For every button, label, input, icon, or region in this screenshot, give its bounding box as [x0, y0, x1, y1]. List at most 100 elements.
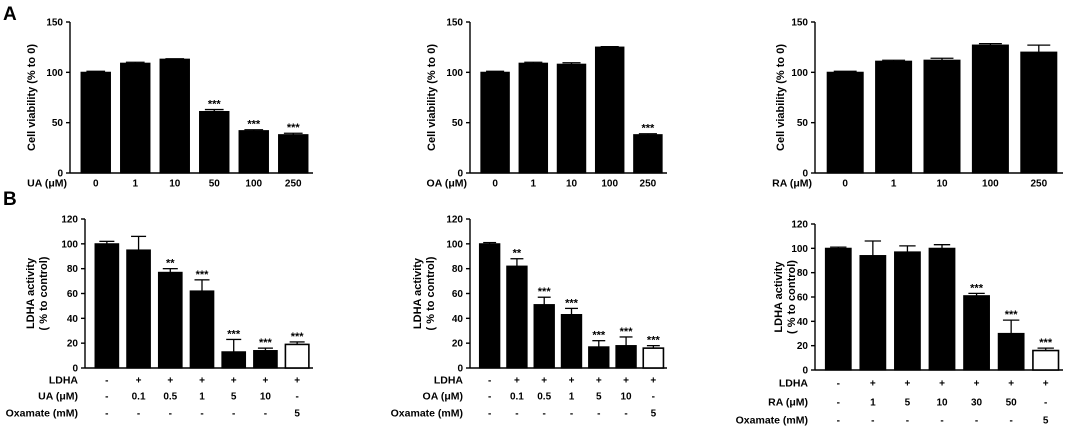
chart-2-xtick-label-0: 0: [842, 179, 848, 190]
chart-4-ytick-label-5: 100: [446, 239, 463, 250]
chart-5-row-0-cell-4: +: [974, 379, 980, 390]
chart-5-ytick-label-6: 120: [791, 220, 808, 231]
chart-3-row-2-cell-1: -: [137, 409, 140, 420]
chart-3-significance-3: ***: [196, 269, 210, 281]
chart-5-bar-1: [859, 255, 887, 371]
chart-2-xtick-label-1: 1: [891, 179, 897, 190]
chart-0-xtick-label-3: 50: [209, 179, 221, 190]
chart-3-ytick-label-1: 20: [67, 339, 79, 350]
chart-4-row-2-cell-2: -: [543, 409, 546, 420]
chart-3-row-1-cell-1: 0.1: [132, 392, 146, 403]
chart-4-row-0-cell-1: +: [514, 376, 520, 387]
chart-4-ytick-label-0: 0: [457, 364, 463, 375]
chart-5-row-1-cell-1: 1: [870, 398, 876, 409]
chart-1-significance-4: ***: [641, 123, 655, 135]
chart-0-ytick-label-3: 150: [46, 18, 63, 29]
chart-3-row-2-cell-5: -: [264, 409, 267, 420]
chart-4-row-0-label: LDHA: [434, 375, 464, 387]
chart-1-bar-0: [480, 71, 510, 174]
chart-5-row-0-cell-0: -: [837, 379, 840, 390]
chart-3-row-2-cell-0: -: [105, 409, 108, 420]
chart-5-ytick-label-3: 60: [797, 293, 809, 304]
chart-4-significance-4: ***: [592, 330, 606, 342]
chart-0-bar-2: [159, 58, 190, 174]
chart-5-row-2-cell-3: -: [940, 416, 943, 427]
chart-5-row-2-cell-4: -: [975, 416, 978, 427]
chart-5-bar-6: [1032, 349, 1060, 371]
chart-3-row-0-cell-3: +: [199, 376, 205, 387]
chart-1-ylabel-line-0: Cell viability (% to 0): [426, 44, 438, 151]
chart-1-xtick-label-3: 100: [601, 179, 618, 190]
chart-5-bar-4: [963, 295, 990, 371]
chart-5-row-2-cell-0: -: [837, 416, 840, 427]
chart-4-row-2-cell-0: -: [488, 409, 491, 420]
chart-0-bar-5: [278, 134, 309, 174]
chart-3-ytick-label-5: 100: [61, 239, 78, 250]
chart-0-xtick-label-4: 100: [245, 179, 262, 190]
chart-2-bar-0: [826, 71, 864, 174]
chart-0-bar-0: [80, 71, 111, 174]
chart-2-bar-4: [1020, 51, 1058, 174]
chart-1-xtick-label-0: 0: [492, 179, 498, 190]
chart-3-row-2-cell-3: -: [200, 409, 203, 420]
chart-2-ytick-label-3: 150: [791, 18, 808, 29]
panel-label-a: A: [3, 4, 17, 25]
chart-5-ytick-label-1: 20: [797, 341, 809, 352]
chart-3-row-2-label: Oxamate (mM): [6, 408, 78, 420]
chart-2-bar-3: [971, 44, 1009, 174]
chart-5-significance-5: ***: [1005, 309, 1019, 321]
chart-4-row-0-cell-6: +: [650, 376, 656, 387]
chart-3-bar-6: [284, 343, 310, 369]
chart-2-xtick-label-3: 100: [982, 179, 999, 190]
chart-5-row-1-cell-4: 30: [971, 398, 983, 409]
chart-4-ytick-label-4: 80: [452, 264, 464, 275]
chart-1-ytick-label-2: 100: [446, 68, 463, 79]
chart-3-bar-2: [157, 271, 183, 369]
chart-3-bar-5: [253, 350, 278, 369]
chart-5-significance-6: ***: [1039, 337, 1053, 349]
chart-5-row-2-label: Oxamate (mM): [736, 415, 808, 427]
chart-3-row-1-label: UA (μM): [38, 391, 78, 403]
chart-5-row-1-cell-5: 50: [1006, 398, 1018, 409]
chart-3-ylabel-line-0: LDHA activity: [25, 257, 37, 329]
chart-1-bar-2: [556, 63, 587, 174]
chart-4-ylabel-line-1: ( % to control): [425, 256, 437, 330]
chart-3-ytick-label-0: 0: [72, 364, 78, 375]
chart-3-row-1-cell-0: -: [105, 392, 108, 403]
chart-2-xlabel: RA (μM): [772, 178, 812, 190]
chart-2-bar-2: [923, 59, 961, 174]
chart-4-ytick-label-2: 40: [452, 314, 464, 325]
chart-4-bar-3: [560, 314, 583, 369]
chart-3-row-0-label: LDHA: [49, 375, 79, 387]
chart-3-row-1-cell-5: 10: [260, 392, 272, 403]
chart-5-row-0-label: LDHA: [779, 378, 809, 390]
chart-4-ytick-label-3: 60: [452, 289, 464, 300]
chart-0-bar-1: [120, 62, 151, 174]
chart-4-row-1-cell-4: 5: [596, 392, 602, 403]
chart-0-ytick-label-0: 0: [57, 169, 63, 180]
chart-4-bar-4: [588, 346, 610, 369]
chart-4-significance-2: ***: [538, 286, 552, 298]
chart-3-significance-6: ***: [291, 331, 305, 343]
chart-1-xtick-label-2: 10: [566, 179, 578, 190]
chart-4-row-2-cell-1: -: [515, 409, 518, 420]
chart-2-ylabel-line-0: Cell viability (% to 0): [775, 44, 787, 151]
chart-4-significance-6: ***: [647, 335, 661, 347]
chart-3-row-0-cell-6: +: [294, 376, 300, 387]
chart-5-row-2-cell-6: 5: [1043, 416, 1049, 427]
chart-0-ytick-label-2: 100: [46, 68, 63, 79]
chart-4-bar-5: [615, 345, 637, 369]
chart-1-bar-3: [594, 46, 625, 174]
chart-1-ytick-label-3: 150: [446, 18, 463, 29]
chart-4-row-0-cell-5: +: [623, 376, 629, 387]
chart-5-ylabel-line-1: ( % to control): [786, 260, 798, 334]
chart-3-ytick-label-3: 60: [67, 289, 79, 300]
chart-2-bar-1: [875, 60, 913, 174]
chart-1-bar-1: [518, 62, 549, 174]
chart-5-row-0-cell-3: +: [939, 379, 945, 390]
chart-0-ytick-label-1: 50: [52, 118, 64, 129]
chart-3-row-0-cell-5: +: [263, 376, 269, 387]
chart-4-ytick-label-6: 120: [446, 215, 463, 226]
